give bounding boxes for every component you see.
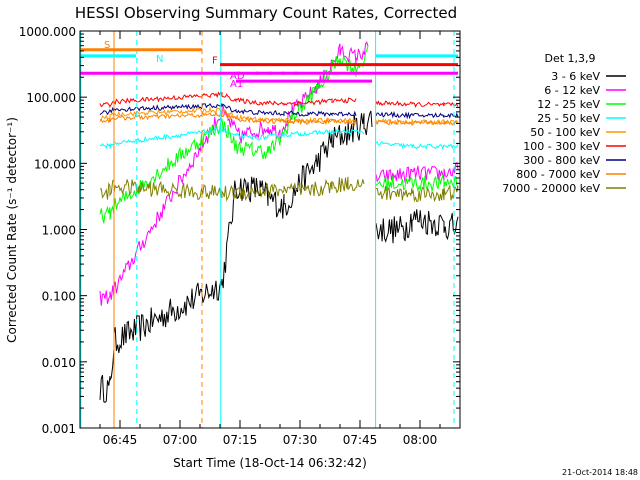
flag-bar [268,71,272,75]
series-line [375,118,459,127]
y-tick-label: 0.001 [42,422,76,436]
series-line [99,46,369,224]
legend-label: 100 - 300 keV [523,140,600,153]
y-tick-label: 0.100 [42,290,76,304]
series-line [375,209,459,244]
legend-label: 6 - 12 keV [544,84,600,97]
series-line [99,110,373,404]
series-line [99,103,357,118]
legend-label: 3 - 6 keV [551,70,600,83]
legend-label: 12 - 25 keV [537,98,600,111]
series-line [375,110,459,120]
x-tick-label: 06:45 [103,433,138,447]
x-tick-label: 07:00 [163,433,198,447]
y-tick-label: 10.000 [34,157,76,171]
x-tick-label: 07:30 [283,433,318,447]
series-line [375,184,459,203]
series-line [99,106,357,124]
legend-label: 800 - 7000 keV [516,168,600,181]
series-line [99,111,357,126]
legend-label: 300 - 800 keV [523,154,600,167]
x-tick-label: 07:15 [223,433,258,447]
flag-bar [256,71,259,75]
flag-label: AD [230,71,245,82]
y-tick-label: 1000.000 [19,25,76,39]
y-axis: 0.001 0.010 0.100 1.000 10.000 100.000 1000.00… [19,25,460,436]
series-line [99,41,369,306]
legend-label: 7000 - 20000 keV [502,182,600,195]
x-tick-label: 07:45 [343,433,378,447]
x-axis-label: Start Time (18-Oct-14 06:32:42) [173,456,367,470]
series-line [375,140,459,150]
flag-label: A1 [230,79,243,90]
flag-label: N [156,54,163,65]
y-tick-label: 1.000 [42,224,76,238]
series-line [99,91,357,109]
flag-label: S [104,40,110,51]
series-line [375,161,459,183]
x-tick-label: 08:00 [403,433,438,447]
series-line [99,127,365,149]
flag-bar [294,71,298,75]
series-line [375,100,459,109]
y-tick-label: 100.000 [26,91,76,105]
legend-label: 25 - 50 keV [537,112,600,125]
x-axis: 06:45 07:00 07:15 07:30 07:45 08:00 [99,31,461,447]
y-axis-label: Corrected Count Rate (s⁻¹ detector⁻¹) [5,117,19,343]
flag-label: F [212,56,218,67]
legend-title: Det 1,3,9 [544,52,595,65]
y-tick-label: 0.010 [42,356,76,370]
series-line [375,173,459,192]
chart-title: HESSI Observing Summary Count Rates, Cor… [75,4,457,22]
legend-label: 50 - 100 keV [530,126,600,139]
flag-bar [281,71,285,75]
flag-bar [236,71,240,75]
footer-date: 21-Oct-2014 18:48 [562,468,638,477]
series-line [99,176,365,202]
